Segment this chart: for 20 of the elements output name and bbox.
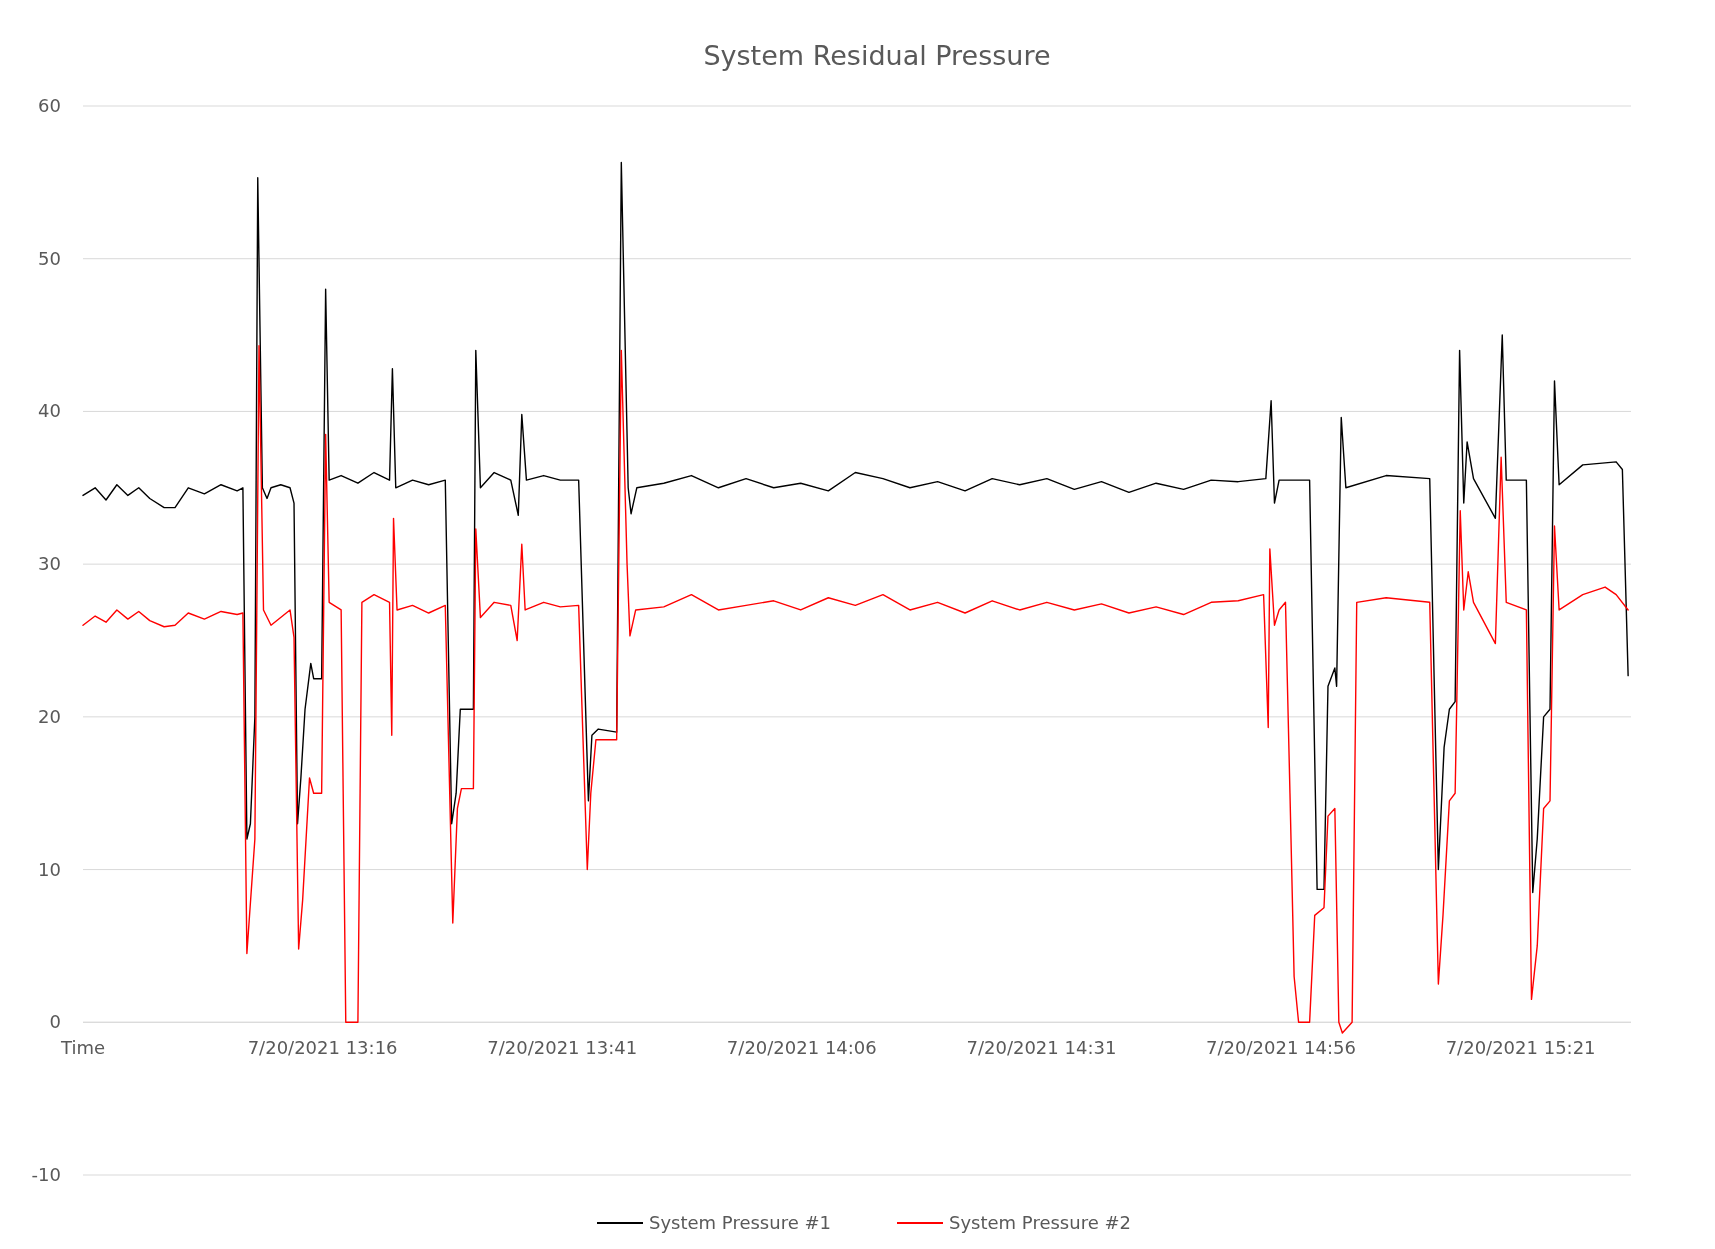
y-tick-label: 0 [49,1011,61,1033]
y-tick-label: 60 [38,95,61,116]
y-tick-label: -10 [31,1164,61,1185]
x-tick-label: 7/20/2021 13:16 [247,1037,398,1059]
x-tick-label: 7/20/2021 13:41 [487,1037,638,1059]
x-tick-label: 7/20/2021 14:56 [1206,1037,1356,1059]
y-tick-label: 30 [38,553,61,575]
y-tick-label: 10 [38,858,61,880]
x-tick-label: Time [59,1037,106,1059]
legend-label: System Pressure #1 [649,1212,831,1233]
legend-label: System Pressure #2 [949,1212,1131,1233]
x-tick-label: 7/20/2021 14:31 [966,1037,1117,1059]
chart-title: System Residual Pressure [703,40,1051,71]
x-tick-label: 7/20/2021 15:21 [1445,1037,1596,1059]
x-tick-label: 7/20/2021 14:06 [726,1037,877,1059]
y-tick-label: 20 [38,705,61,727]
y-tick-label: 50 [38,247,61,269]
y-tick-label: 40 [38,400,61,422]
line-series [82,161,1629,894]
line-series [82,345,1629,1034]
